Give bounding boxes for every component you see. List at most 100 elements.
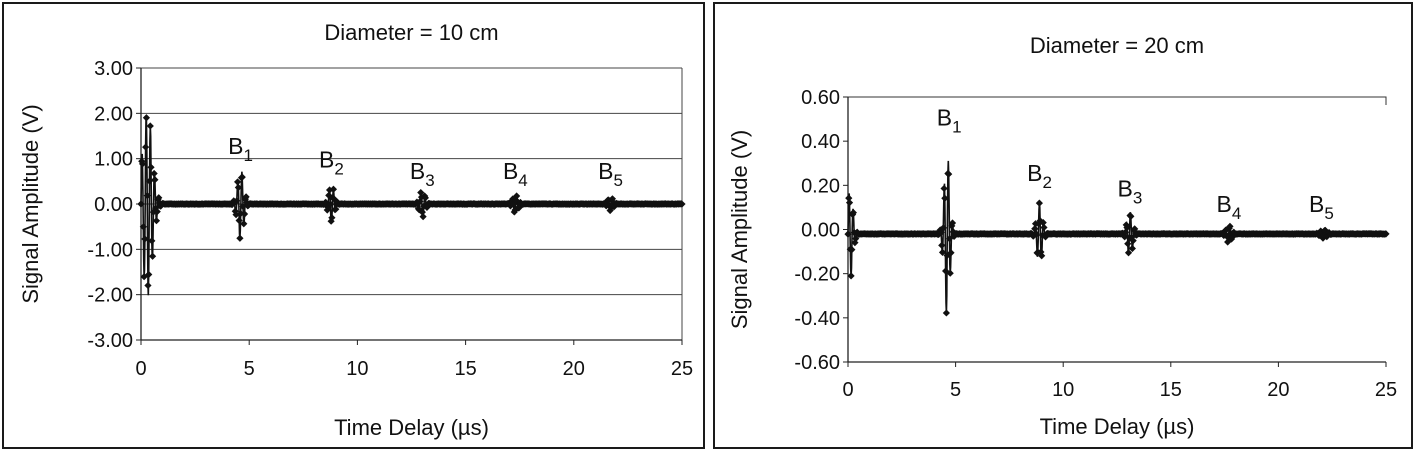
data-point	[239, 202, 247, 211]
data-point	[147, 163, 155, 171]
data-point	[145, 177, 154, 185]
echo-label-subscript: 5	[614, 171, 623, 190]
data-point	[948, 222, 956, 230]
echo-label-b4: B4	[1216, 191, 1241, 223]
x-tick-label: 0	[842, 379, 853, 401]
echo-label-subscript: 4	[518, 171, 527, 190]
data-point	[1123, 223, 1131, 232]
data-point	[1129, 237, 1137, 245]
data-point	[141, 235, 149, 243]
data-point	[1036, 217, 1044, 225]
data-point	[325, 191, 333, 199]
data-point	[603, 200, 611, 208]
x-tick-label: 0	[135, 358, 146, 380]
data-point	[513, 192, 521, 200]
y-tick-label: -1.00	[87, 239, 133, 261]
data-point	[145, 270, 153, 279]
echo-label-base: B	[410, 158, 425, 184]
chart-title: Diameter = 10 cm	[324, 20, 498, 45]
data-point	[144, 281, 152, 290]
echo-label-subscript: 2	[1042, 173, 1051, 192]
echo-label-b3: B3	[410, 158, 435, 190]
echo-label-base: B	[503, 158, 518, 184]
x-tick-label: 25	[1375, 379, 1397, 401]
data-point	[608, 195, 617, 203]
echo-label-b5: B5	[1309, 191, 1334, 223]
y-axis-label: Signal Amplitude (V)	[727, 130, 752, 329]
data-point	[143, 192, 151, 200]
data-point	[1127, 212, 1135, 221]
data-point	[240, 210, 249, 218]
y-tick-label: 0.60	[801, 87, 840, 109]
data-point	[142, 143, 150, 151]
data-point	[150, 169, 158, 178]
y-tick-label: 0.00	[801, 220, 840, 242]
echo-label-subscript: 3	[1133, 188, 1142, 207]
y-tick-label: 1.00	[94, 149, 133, 171]
data-point	[1228, 233, 1236, 241]
data-point	[1038, 252, 1046, 260]
echo-label-subscript: 2	[334, 160, 343, 179]
data-point	[845, 194, 853, 202]
data-point	[945, 170, 953, 178]
echo-label-b3: B3	[1118, 175, 1143, 207]
data-point	[1128, 233, 1136, 241]
chart-svg-left: Diameter = 10 cm 3.00 2.00 1.00 0.00 -1.00 -2.…	[18, 20, 693, 440]
data-point	[151, 176, 159, 184]
chart-title: Diameter = 20 cm	[1030, 33, 1204, 58]
x-tick-label: 5	[950, 379, 961, 401]
data-point	[938, 248, 947, 256]
data-point	[942, 309, 950, 317]
data-point	[940, 184, 948, 193]
data-point	[1226, 222, 1234, 230]
chart-panel-diameter-20cm: Diameter = 20 cm 0.60 0.40 0.20 0.00 -0.20 -0.…	[713, 2, 1413, 449]
y-axis-label: Signal Amplitude (V)	[18, 104, 43, 303]
data-point	[1035, 199, 1043, 207]
echo-label-base: B	[1118, 175, 1133, 201]
data-point	[416, 197, 424, 206]
chart-panel-diameter-10cm: Diameter = 10 cm 3.00 2.00 1.00 0.00 -1.00 -2.…	[2, 2, 705, 449]
data-point	[146, 122, 154, 130]
echo-label-subscript: 3	[425, 171, 434, 190]
y-tick-label: -0.40	[794, 308, 840, 330]
data-point	[1031, 225, 1039, 233]
echo-label-base: B	[319, 147, 334, 173]
data-point	[234, 183, 242, 192]
y-tick-label: -3.00	[87, 330, 133, 352]
data-point	[513, 198, 521, 206]
echo-label-base: B	[598, 158, 613, 184]
data-point	[421, 194, 430, 202]
data-point	[148, 237, 156, 245]
data-point	[238, 173, 246, 181]
echo-label-b1: B1	[228, 133, 253, 165]
echo-label-base: B	[937, 105, 952, 131]
data-point	[236, 234, 244, 242]
x-tick-label: 25	[671, 358, 693, 380]
data-point	[849, 209, 857, 217]
echo-label-base: B	[1027, 160, 1042, 186]
data-point	[234, 178, 242, 186]
data-point	[937, 228, 945, 237]
x-tick-label: 10	[346, 358, 368, 380]
data-point	[137, 200, 145, 208]
data-point	[946, 269, 954, 277]
data-point	[142, 114, 151, 122]
data-point	[322, 198, 330, 206]
echo-label-base: B	[228, 133, 243, 159]
y-tick-label: -2.00	[87, 285, 133, 307]
x-axis-label: Time Delay (µs)	[1040, 414, 1195, 439]
data-point	[242, 193, 250, 201]
plot-frame-top	[847, 96, 1387, 105]
data-point	[939, 224, 947, 232]
data-point	[148, 252, 157, 260]
echo-label-base: B	[1216, 191, 1231, 217]
data-point	[240, 220, 248, 228]
data-point	[417, 193, 426, 201]
echo-label-b2: B2	[1027, 160, 1052, 192]
data-point	[1039, 219, 1047, 227]
echo-label-subscript: 1	[952, 118, 961, 137]
y-tick-label: 2.00	[94, 103, 133, 125]
signal-series	[137, 114, 686, 296]
echo-label-subscript: 1	[243, 146, 252, 165]
data-point	[419, 213, 427, 221]
